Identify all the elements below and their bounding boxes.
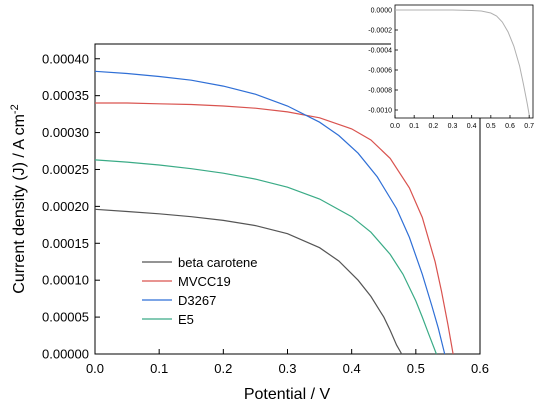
x-tick-label: 0.0 <box>86 361 104 376</box>
y-tick-label: 0.00020 <box>42 199 89 214</box>
main-y-ticks: 0.00000 0.00005 0.00010 0.00015 0.00020 0.000… <box>42 51 100 362</box>
y-tick-label: 0.00000 <box>42 347 89 362</box>
legend-label: D3267 <box>178 293 216 308</box>
legend-label: beta carotene <box>178 255 258 270</box>
y-tick-label: 0.00010 <box>42 273 89 288</box>
inset-y-tick-label: -0.0002 <box>368 28 392 35</box>
inset-x-tick-label: 0.6 <box>505 123 515 130</box>
inset-x-tick-label: 0.7 <box>524 123 534 130</box>
y-axis-title: Current density (J) / A cm-2 <box>9 104 28 293</box>
series-line-mvcc19 <box>95 102 454 355</box>
inset-x-tick-label: 0.2 <box>428 123 438 130</box>
inset-y-tick-label: 0.0000 <box>371 8 393 15</box>
x-tick-label: 0.6 <box>471 361 489 376</box>
inset-background <box>391 3 537 118</box>
inset-series <box>395 9 530 116</box>
main-x-ticks: 0.0 0.1 0.2 0.3 0.4 0.5 0.6 <box>86 349 489 376</box>
main-series <box>94 70 454 355</box>
y-axis-title-text: Current density (J) / A cm <box>11 114 28 294</box>
inset-y-tick-label: -0.0010 <box>368 108 392 115</box>
legend-label: MVCC19 <box>178 274 231 289</box>
x-axis-title: Potential / V <box>244 386 331 403</box>
x-tick-label: 0.4 <box>343 361 361 376</box>
y-tick-label: 0.00025 <box>42 162 89 177</box>
inset-y-tick-label: -0.0004 <box>368 48 392 55</box>
y-tick-label: 0.00035 <box>42 88 89 103</box>
x-tick-label: 0.3 <box>278 361 296 376</box>
x-tick-label: 0.5 <box>407 361 425 376</box>
legend: beta carotene MVCC19 D3267 E5 <box>142 255 258 327</box>
inset-plot-frame <box>394 4 534 119</box>
series-line-e5 <box>94 159 437 355</box>
series-line-d3267 <box>94 70 446 355</box>
inset-series-line <box>395 9 530 116</box>
y-tick-label: 0.00040 <box>42 51 89 66</box>
inset-x-tick-label: 0.1 <box>409 123 419 130</box>
inset-x-tick-label: 0.5 <box>486 123 496 130</box>
y-axis-title-exponent: -2 <box>9 104 21 114</box>
inset-x-tick-label: 0.4 <box>467 123 477 130</box>
legend-label: E5 <box>178 312 194 327</box>
y-tick-label: 0.00005 <box>42 310 89 325</box>
y-tick-label: 0.00030 <box>42 125 89 140</box>
inset-x-ticks: 0.0 0.1 0.2 0.3 0.4 0.5 0.6 0.7 <box>390 115 534 130</box>
inset-x-tick-label: 0.3 <box>448 123 458 130</box>
series-line-beta-carotene <box>94 208 403 355</box>
x-tick-label: 0.2 <box>214 361 232 376</box>
inset-x-tick-label: 0.0 <box>390 123 400 130</box>
inset-y-tick-label: -0.0008 <box>368 88 392 95</box>
y-tick-label: 0.00015 <box>42 236 89 251</box>
inset-y-tick-label: -0.0006 <box>368 68 392 75</box>
x-tick-label: 0.1 <box>150 361 168 376</box>
